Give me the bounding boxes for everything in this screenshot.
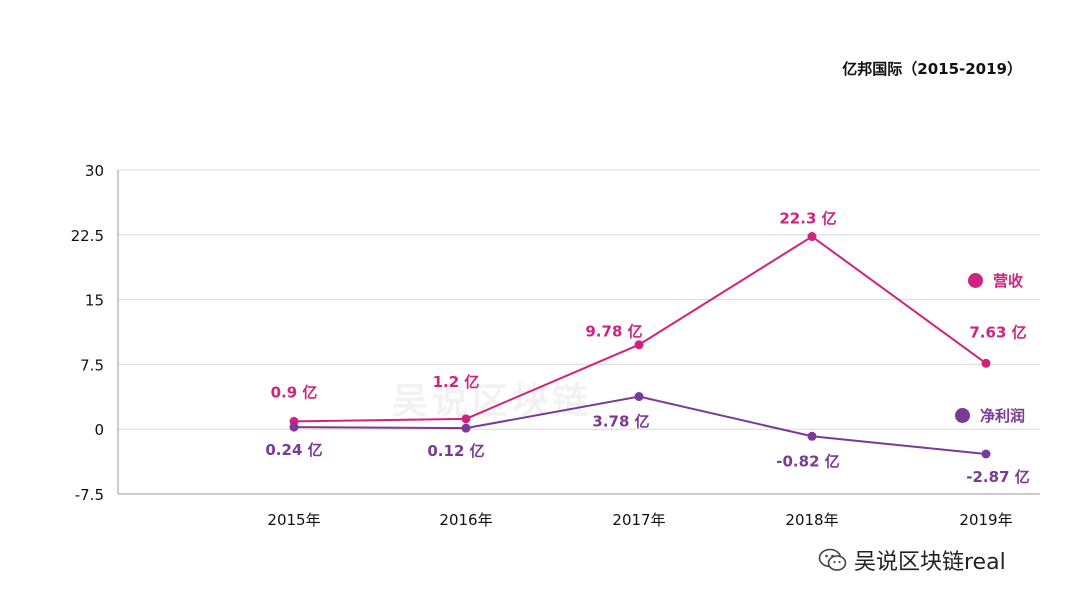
x-tick-label: 2017年 <box>612 511 665 529</box>
data-point <box>981 358 991 368</box>
source-text: 吴说区块链real <box>854 550 1006 575</box>
y-tick-label: -7.5 <box>75 486 104 504</box>
data-label: 1.2 亿 <box>433 373 480 391</box>
data-point <box>634 340 644 350</box>
data-label: 7.63 亿 <box>969 323 1026 341</box>
data-label: 22.3 亿 <box>779 210 836 228</box>
data-point <box>807 232 817 242</box>
data-label: 3.78 亿 <box>592 413 649 431</box>
legend-label-profit: 净利润 <box>980 407 1026 425</box>
data-point <box>634 392 644 402</box>
y-tick-label: 7.5 <box>80 356 104 374</box>
x-tick-label: 2016年 <box>439 511 492 529</box>
y-tick-label: 30 <box>85 162 104 180</box>
data-label: 0.24 亿 <box>265 441 322 459</box>
source-credit: 吴说区块链real <box>818 544 1006 576</box>
legend-marker-profit <box>955 408 970 423</box>
data-point <box>807 431 817 441</box>
data-label: 0.12 亿 <box>427 442 484 460</box>
legend-marker-revenue <box>968 273 983 288</box>
data-point <box>981 449 991 459</box>
data-point <box>289 422 299 432</box>
data-label: -0.82 亿 <box>776 452 839 470</box>
legend-item-revenue: 营收 <box>968 270 1023 291</box>
y-tick-label: 22.5 <box>71 227 104 245</box>
data-label: 9.78 亿 <box>585 323 642 341</box>
data-point <box>461 414 471 424</box>
legend-item-profit: 净利润 <box>955 405 1025 426</box>
wechat-icon <box>818 548 847 571</box>
chart-title: 亿邦国际（2015-2019） <box>842 60 1022 78</box>
data-label: 0.9 亿 <box>271 383 318 401</box>
x-tick-label: 2019年 <box>959 511 1012 529</box>
y-tick-label: 0 <box>94 421 104 439</box>
x-tick-label: 2015年 <box>267 511 320 529</box>
x-tick-label: 2018年 <box>785 511 838 529</box>
data-point <box>461 423 471 433</box>
y-tick-label: 15 <box>85 292 104 310</box>
legend-label-revenue: 营收 <box>993 272 1024 290</box>
watermark: 吴说区块链 <box>392 381 593 422</box>
data-label: -2.87 亿 <box>966 468 1029 486</box>
